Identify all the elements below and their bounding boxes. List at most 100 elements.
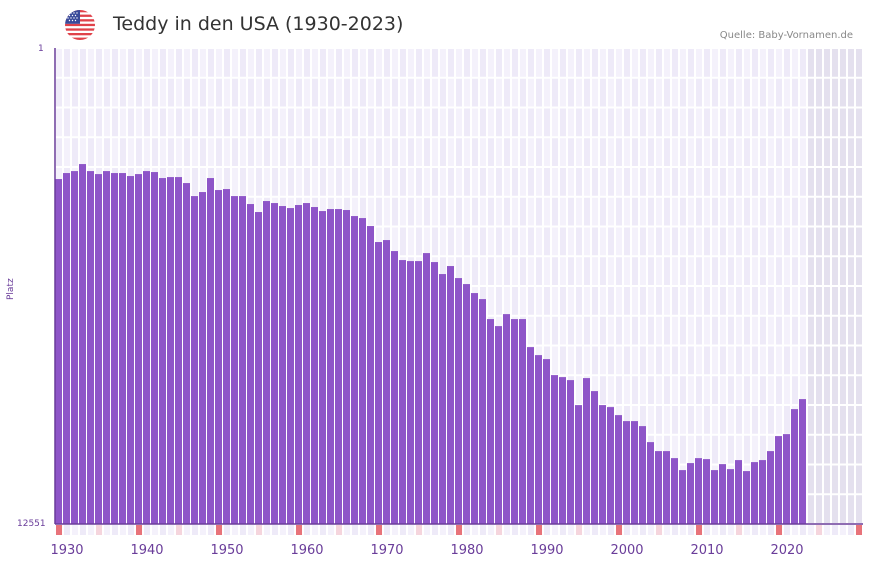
year-marker xyxy=(456,525,462,535)
year-marker xyxy=(480,525,486,535)
bar-1934 xyxy=(95,174,102,525)
bar-1929 xyxy=(55,179,62,524)
year-marker xyxy=(720,525,726,535)
year-marker xyxy=(536,525,542,535)
chart-header: Teddy in den USA (1930-2023) Quelle: Bab… xyxy=(0,0,873,48)
bar-1944 xyxy=(175,177,182,525)
bar-1968 xyxy=(367,226,374,524)
bar-1991 xyxy=(551,375,558,524)
bar-1969 xyxy=(375,242,382,524)
bar-2012 xyxy=(719,464,726,524)
bar-1980 xyxy=(463,284,470,524)
year-marker xyxy=(232,525,238,535)
year-marker xyxy=(592,525,598,535)
bar-1993 xyxy=(567,380,574,524)
year-marker xyxy=(560,525,566,535)
bar-1937 xyxy=(119,173,126,524)
bar-1975 xyxy=(423,253,430,524)
year-marker xyxy=(408,525,414,535)
bar-1994 xyxy=(575,405,582,524)
bar-1940 xyxy=(143,171,150,525)
year-marker xyxy=(528,525,534,535)
year-marker xyxy=(424,525,430,535)
bar-1947 xyxy=(199,192,206,524)
bar-2011 xyxy=(711,470,718,524)
bar-1977 xyxy=(439,274,446,524)
year-marker xyxy=(808,525,814,535)
year-marker xyxy=(472,525,478,535)
year-marker xyxy=(848,525,854,535)
year-marker xyxy=(400,525,406,535)
year-marker xyxy=(192,525,198,535)
x-tick-2000: 2000 xyxy=(610,543,644,558)
bar-2006 xyxy=(671,458,678,524)
year-marker xyxy=(648,525,654,535)
bar-1941 xyxy=(151,172,158,525)
year-marker xyxy=(680,525,686,535)
year-marker xyxy=(640,525,646,535)
bar-2015 xyxy=(743,471,750,524)
source-credit: Quelle: Baby-Vornamen.de xyxy=(719,30,853,41)
bar-1953 xyxy=(247,204,254,524)
year-marker xyxy=(800,525,806,535)
bar-1933 xyxy=(87,171,94,525)
year-marker xyxy=(760,525,766,535)
x-tick-1960: 1960 xyxy=(290,543,324,558)
year-marker xyxy=(160,525,166,535)
year-marker xyxy=(584,525,590,535)
year-marker xyxy=(240,525,246,535)
year-marker xyxy=(704,525,710,535)
bar-1992 xyxy=(559,377,566,524)
year-marker xyxy=(256,525,262,535)
year-marker xyxy=(672,525,678,535)
bar-1949 xyxy=(215,190,222,524)
bar-2007 xyxy=(679,470,686,524)
year-marker xyxy=(152,525,158,535)
bar-1952 xyxy=(239,196,246,525)
year-marker xyxy=(376,525,382,535)
year-marker xyxy=(72,525,78,535)
bar-2005 xyxy=(663,451,670,524)
year-marker xyxy=(832,525,838,535)
bar-1981 xyxy=(471,293,478,524)
year-marker xyxy=(752,525,758,535)
bar-1946 xyxy=(191,196,198,525)
year-marker xyxy=(656,525,662,535)
bar-1989 xyxy=(535,355,542,524)
bar-1942 xyxy=(159,178,166,524)
year-marker xyxy=(248,525,254,535)
year-marker xyxy=(440,525,446,535)
bar-1988 xyxy=(527,347,534,524)
year-marker xyxy=(128,525,134,535)
bar-2014 xyxy=(735,460,742,524)
bar-1972 xyxy=(399,260,406,524)
bar-2002 xyxy=(639,426,646,524)
bar-1959 xyxy=(295,205,302,524)
year-marker xyxy=(688,525,694,535)
year-marker xyxy=(464,525,470,535)
bar-1965 xyxy=(343,210,350,524)
year-marker xyxy=(328,525,334,535)
year-marker xyxy=(664,525,670,535)
year-marker xyxy=(784,525,790,535)
bar-1970 xyxy=(383,240,390,524)
bar-2017 xyxy=(759,460,766,524)
bar-2004 xyxy=(655,451,662,524)
bar-1931 xyxy=(71,171,78,525)
year-marker xyxy=(344,525,350,535)
bar-1966 xyxy=(351,216,358,524)
year-marker xyxy=(168,525,174,535)
bar-2018 xyxy=(767,451,774,524)
year-marker xyxy=(320,525,326,535)
year-marker xyxy=(360,525,366,535)
year-marker xyxy=(568,525,574,535)
year-marker xyxy=(768,525,774,535)
bar-1935 xyxy=(103,171,110,525)
bar-1971 xyxy=(391,251,398,524)
bar-1964 xyxy=(335,209,342,524)
bar-1954 xyxy=(255,212,262,524)
bar-1987 xyxy=(519,319,526,524)
year-marker xyxy=(856,525,862,535)
bar-1951 xyxy=(231,196,238,525)
